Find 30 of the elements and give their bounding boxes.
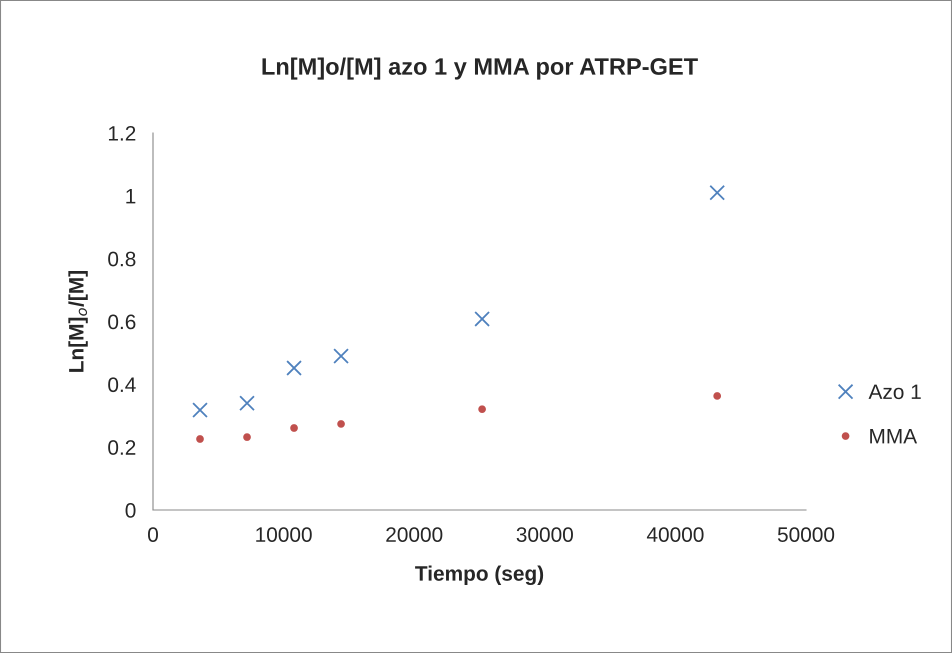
- point: [239, 395, 255, 412]
- y-axis-title: Ln[M]$_{o}$/[M]: [68, 271, 88, 372]
- point: [243, 433, 251, 441]
- point: [286, 360, 302, 376]
- legend-label: MMA: [870, 429, 918, 444]
- point: [713, 392, 722, 400]
- y-tick-label: 0: [126, 503, 136, 518]
- y-tick-label: 0.8: [108, 252, 136, 266]
- point: [709, 184, 726, 201]
- y-tick-label: 0.6: [108, 314, 136, 330]
- x-tick-label: 0: [148, 527, 158, 542]
- point: [478, 405, 486, 413]
- y-tick-label: 0.4: [108, 377, 136, 392]
- point: [192, 402, 208, 418]
- y-tick-label: 0.2: [108, 440, 136, 455]
- legend-label: Azo 1: [868, 384, 921, 400]
- point: [337, 420, 345, 428]
- point: [196, 435, 204, 443]
- y-tick-label: 1.2: [108, 126, 136, 141]
- chart-title: Ln[M]o/[M] azo 1 y MMA por ATRP-GET: [262, 58, 698, 80]
- x-tick-label: 30000: [516, 527, 573, 542]
- point: [333, 348, 349, 364]
- point: [474, 311, 490, 327]
- x-tick-label: 40000: [646, 527, 704, 542]
- y-tick-label: 1: [126, 189, 136, 204]
- x-tick-label: 50000: [778, 527, 834, 542]
- point: [290, 424, 298, 432]
- x-tick-label: 20000: [386, 527, 442, 542]
- x-tick-label: 10000: [256, 527, 312, 542]
- x-axis-title: Tiempo (seg): [415, 566, 544, 586]
